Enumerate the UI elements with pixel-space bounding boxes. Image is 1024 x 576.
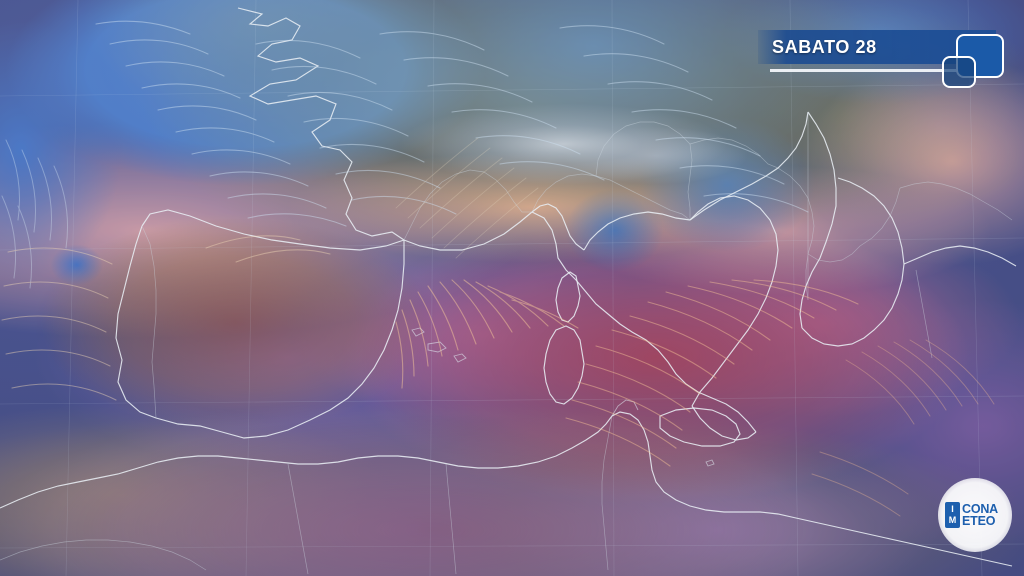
date-label: SABATO 28 (772, 36, 877, 57)
logo-text: CONA ETEO (962, 501, 999, 528)
overlapping-squares-icon[interactable] (942, 34, 1004, 88)
logo-text-line1: CONA (962, 501, 999, 516)
coastlines (0, 7, 1017, 567)
wind-streamlines (1, 20, 995, 517)
country-borders (0, 112, 1013, 575)
logo-text-line2: ETEO (962, 514, 996, 528)
banner-underline (770, 69, 986, 72)
square-front (942, 56, 976, 88)
logo-mark-letter-1: I (951, 504, 954, 514)
iconameteo-logo: I M CONA ETEO (938, 478, 1012, 552)
logo-mark-icon: I M (945, 502, 960, 528)
logo-mark-letter-2: M (948, 515, 957, 525)
